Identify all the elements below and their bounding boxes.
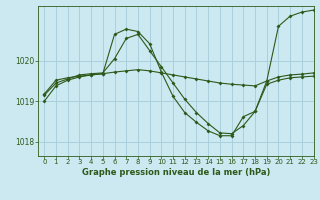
X-axis label: Graphe pression niveau de la mer (hPa): Graphe pression niveau de la mer (hPa) bbox=[82, 168, 270, 177]
